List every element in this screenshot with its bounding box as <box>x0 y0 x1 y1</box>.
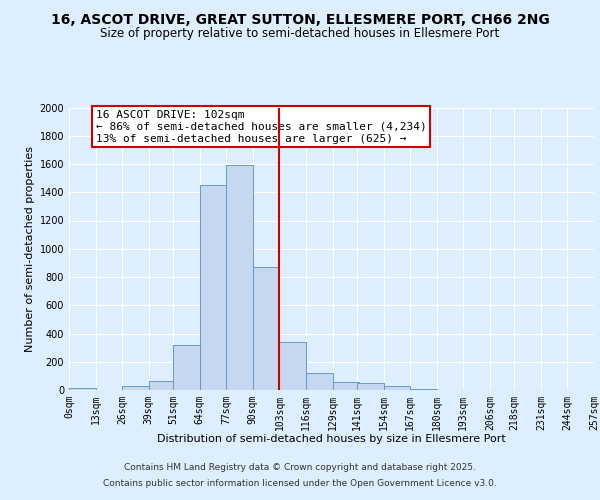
X-axis label: Distribution of semi-detached houses by size in Ellesmere Port: Distribution of semi-detached houses by … <box>157 434 506 444</box>
Bar <box>306 373 332 390</box>
Bar <box>280 342 306 390</box>
Y-axis label: Number of semi-detached properties: Number of semi-detached properties <box>25 146 35 352</box>
Bar <box>357 383 383 390</box>
Bar <box>173 345 200 390</box>
Text: Contains public sector information licensed under the Open Government Licence v3: Contains public sector information licen… <box>103 478 497 488</box>
Bar <box>253 267 280 390</box>
Text: 16, ASCOT DRIVE, GREAT SUTTON, ELLESMERE PORT, CH66 2NG: 16, ASCOT DRIVE, GREAT SUTTON, ELLESMERE… <box>50 12 550 26</box>
Bar <box>200 185 226 390</box>
Text: Size of property relative to semi-detached houses in Ellesmere Port: Size of property relative to semi-detach… <box>100 28 500 40</box>
Bar <box>332 382 359 390</box>
Bar <box>149 381 175 390</box>
Bar <box>69 388 95 390</box>
Bar <box>122 386 149 390</box>
Text: Contains HM Land Registry data © Crown copyright and database right 2025.: Contains HM Land Registry data © Crown c… <box>124 464 476 472</box>
Bar <box>226 166 253 390</box>
Bar <box>383 386 410 390</box>
Text: 16 ASCOT DRIVE: 102sqm
← 86% of semi-detached houses are smaller (4,234)
13% of : 16 ASCOT DRIVE: 102sqm ← 86% of semi-det… <box>95 110 427 144</box>
